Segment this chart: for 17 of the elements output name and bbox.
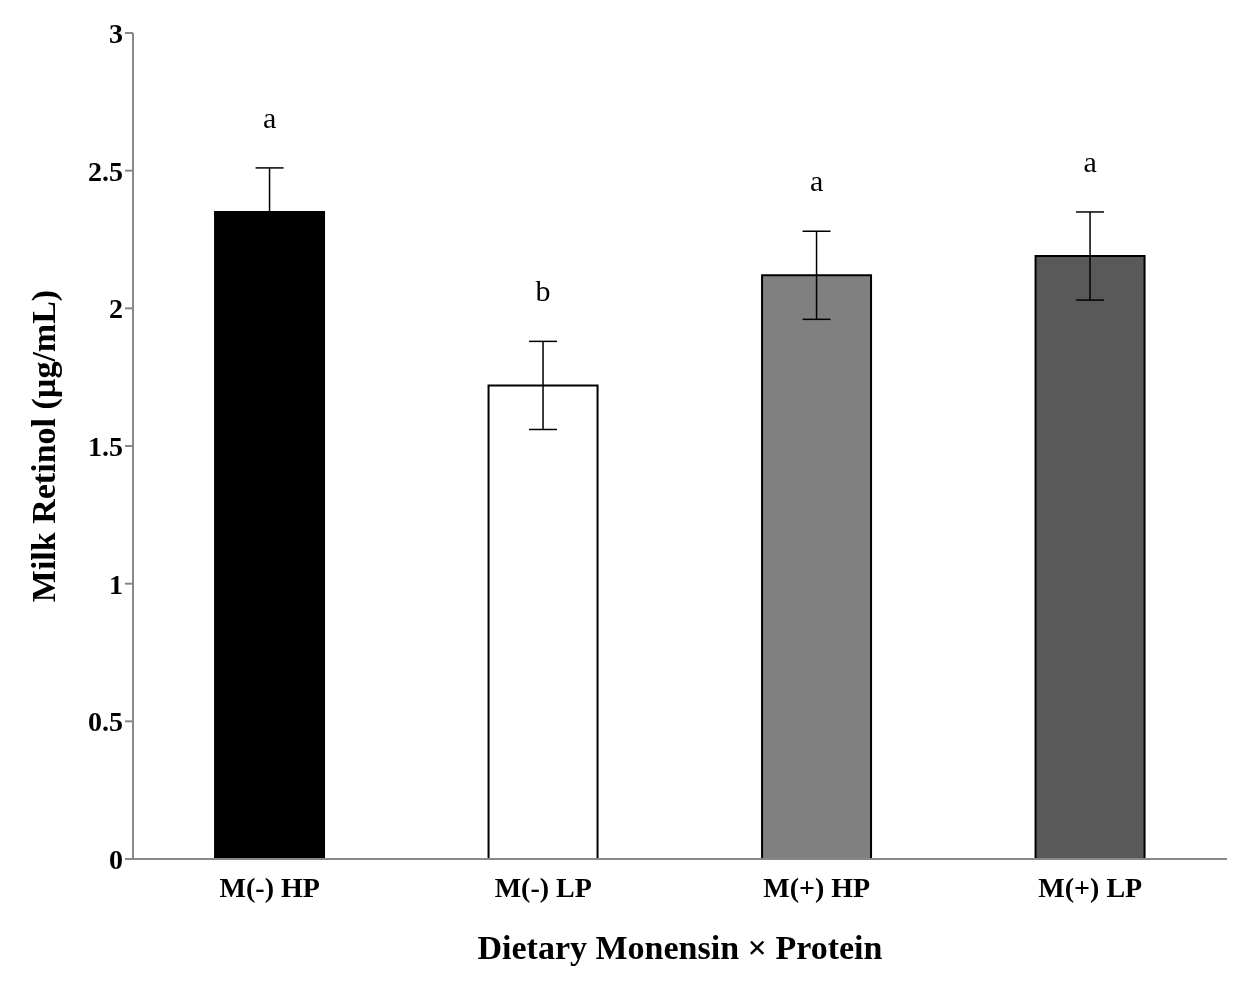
annotation: b <box>535 274 551 308</box>
x-tick-label: M(+) LP <box>1038 871 1143 903</box>
annotation: a <box>262 100 277 134</box>
y-tick-label: 0.5 <box>88 706 123 738</box>
x-axis-title: Dietary Monensin × Protein <box>477 929 883 966</box>
y-tick-label: 2.5 <box>88 155 123 187</box>
y-tick-label: 1.5 <box>88 430 123 462</box>
y-tick-label: 1 <box>109 568 123 600</box>
annotation: a <box>1083 144 1097 178</box>
y-axis-title: Milk Retinol (µg/mL) <box>25 289 64 603</box>
y-tick-label: 0 <box>109 843 123 875</box>
annotation: a <box>809 164 824 198</box>
x-tick-label: M(-) HP <box>219 871 320 903</box>
y-tick-label: 2 <box>109 293 123 325</box>
y-tick-label: 3 <box>109 17 123 49</box>
x-tick-label: M(-) LP <box>494 871 592 903</box>
x-tick-label: M(+) HP <box>763 871 871 903</box>
